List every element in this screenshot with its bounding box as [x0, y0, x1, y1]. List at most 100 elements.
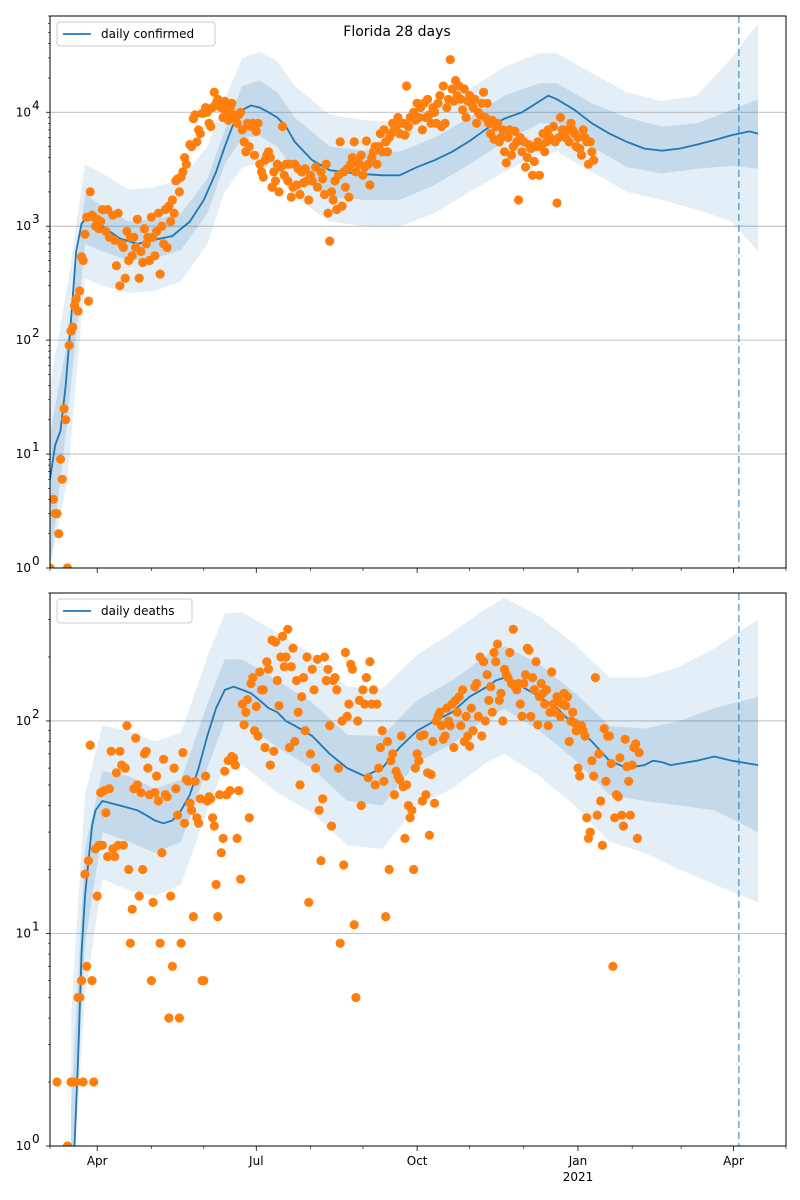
confirmed-data-point	[146, 212, 156, 222]
deaths-data-point	[445, 721, 455, 731]
deaths-data-point	[148, 897, 158, 908]
deaths-data-point	[466, 703, 476, 713]
deaths-data-point	[244, 813, 254, 823]
deaths-data-point	[477, 731, 487, 741]
deaths-data-point	[353, 716, 363, 726]
deaths-data-point	[136, 788, 146, 798]
deaths-data-point	[625, 810, 636, 820]
deaths-data-point	[396, 731, 406, 741]
confirmed-data-point	[501, 158, 511, 168]
confirmed-data-point	[482, 98, 492, 108]
deaths-ytick-label: 10	[16, 714, 31, 728]
deaths-data-point	[332, 685, 342, 695]
deaths-data-point	[524, 645, 534, 655]
deaths-data-point	[356, 800, 366, 811]
deaths-data-point	[127, 904, 137, 914]
deaths-data-point	[492, 639, 503, 649]
confirmed-inner-band	[50, 80, 758, 568]
confirmed-data-point	[358, 170, 368, 180]
confirmed-data-point	[251, 126, 261, 136]
confirmed-data-point	[365, 180, 375, 190]
confirmed-data-point	[356, 150, 366, 160]
deaths-data-point	[185, 798, 195, 808]
deaths-data-point	[582, 813, 592, 823]
deaths-data-point	[176, 938, 186, 948]
deaths-data-point	[319, 652, 330, 662]
deaths-data-point	[409, 864, 419, 875]
deaths-data-point	[381, 912, 391, 922]
deaths-data-point	[543, 721, 553, 731]
deaths-data-point	[631, 739, 641, 749]
confirmed-data-point	[510, 126, 520, 136]
confirmed-data-point	[129, 232, 139, 242]
deaths-data-point	[162, 792, 172, 802]
confirmed-data-point	[54, 529, 64, 539]
deaths-data-point	[617, 810, 627, 820]
deaths-data-point	[173, 810, 183, 820]
confirmed-data-point	[277, 121, 288, 132]
confirmed-data-point	[249, 150, 260, 160]
deaths-data-point	[146, 976, 156, 986]
deaths-data-point	[430, 798, 440, 808]
xtick-label: Jul	[248, 1154, 263, 1168]
confirmed-legend-box	[56, 21, 216, 47]
confirmed-data-point	[258, 172, 268, 182]
deaths-data-point	[124, 864, 134, 875]
confirmed-data-point	[417, 125, 427, 135]
confirmed-data-point	[64, 340, 74, 350]
deaths-data-point	[251, 701, 261, 712]
deaths-data-point	[365, 657, 375, 667]
confirmed-data-point	[522, 153, 532, 163]
confirmed-data-point	[578, 125, 588, 135]
deaths-data-point	[283, 624, 293, 634]
deaths-data-point	[309, 685, 319, 695]
deaths-data-point	[255, 667, 265, 677]
deaths-data-point	[472, 678, 482, 689]
deaths-data-point	[201, 771, 211, 781]
deaths-data-point	[225, 786, 235, 796]
confirmed-data-point	[552, 198, 562, 208]
confirmed-data-point	[190, 110, 200, 120]
deaths-data-point	[599, 724, 609, 734]
confirmed-data-point	[111, 261, 121, 271]
confirmed-data-point	[321, 159, 331, 169]
confirmed-data-point	[513, 195, 524, 205]
deaths-data-point	[361, 673, 371, 683]
deaths-data-point	[190, 776, 200, 786]
confirmed-data-point	[253, 118, 263, 128]
deaths-data-point	[82, 961, 92, 972]
confirmed-data-point	[440, 118, 450, 128]
deaths-data-point	[194, 818, 204, 828]
deaths-data-point	[305, 749, 316, 759]
confirmed-data-point	[192, 137, 202, 147]
confirmed-data-point	[382, 147, 392, 157]
deaths-data-point	[295, 780, 305, 790]
confirmed-data-point	[337, 201, 347, 211]
deaths-data-point	[585, 827, 595, 837]
confirmed-data-point	[564, 137, 574, 147]
deaths-data-point	[555, 711, 566, 722]
confirmed-data-point	[167, 195, 177, 205]
confirmed-data-point	[576, 150, 587, 160]
deaths-ytick-label: 10	[16, 1139, 31, 1153]
deaths-data-point	[480, 716, 490, 726]
deaths-data-point	[71, 1077, 81, 1087]
deaths-data-point	[634, 748, 644, 758]
deaths-data-point	[155, 938, 165, 948]
deaths-data-point	[326, 821, 337, 831]
confirmed-data-point	[325, 236, 335, 246]
xtick-year-label: 2021	[563, 1170, 594, 1184]
deaths-data-point	[323, 664, 333, 674]
deaths-data-point	[230, 760, 240, 770]
deaths-data-point	[529, 685, 539, 695]
deaths-data-point	[608, 961, 618, 972]
confirmed-data-point	[361, 136, 371, 146]
confirmed-data-point	[80, 229, 90, 239]
confirmed-data-point	[589, 155, 599, 165]
deaths-data-point	[153, 796, 163, 806]
deaths-data-point	[335, 938, 345, 948]
deaths-data-point	[382, 736, 392, 747]
deaths-ytick-exponent: 0	[32, 1132, 40, 1146]
confirmed-data-point	[291, 180, 302, 190]
